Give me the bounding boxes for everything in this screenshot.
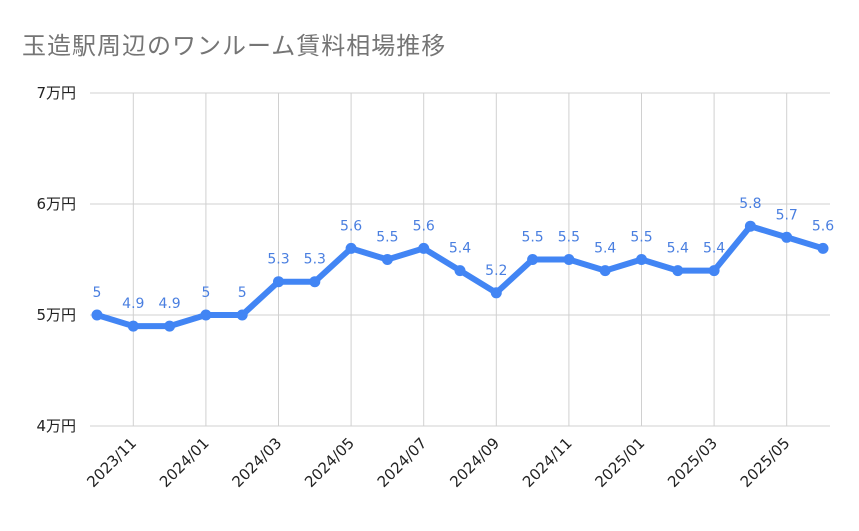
x-tick-label: 2025/01 [592,434,649,491]
data-label: 5.8 [739,196,761,212]
y-tick-label: 7万円 [36,84,76,102]
x-tick-label: 2024/11 [519,434,576,491]
data-point [91,309,103,321]
data-point [563,254,575,265]
series-layer [91,220,829,332]
data-label: 5.4 [703,241,725,257]
x-tick-label: 2024/03 [229,434,286,491]
data-point [744,220,756,232]
data-point [309,276,321,288]
data-label: 5.5 [521,230,543,246]
data-label: 5.6 [812,218,834,234]
x-tick-label: 2024/09 [446,434,503,491]
data-point [127,320,139,332]
x-tick-label: 2024/07 [374,434,431,491]
data-label: 5 [238,285,247,301]
x-tick-label: 2024/01 [156,434,213,491]
x-tick-label: 2025/03 [664,434,721,491]
chart-title: 玉造駅周辺のワンルーム賃料相場推移 [22,32,447,60]
data-label: 4.9 [122,296,144,312]
gridlines [90,92,830,427]
data-label: 5.2 [485,263,507,279]
data-label: 5.3 [304,252,326,268]
data-label: 5.5 [558,230,580,246]
x-axis-ticks: 2023/11 2024/01 2024/03 2024/05 2024/07 2024/… [83,434,793,491]
y-tick-label: 4万円 [36,417,76,435]
data-point [636,254,647,265]
x-tick-label: 2025/05 [737,434,794,491]
data-label: 4.9 [158,296,180,312]
data-label: 5.4 [594,241,616,257]
y-tick-label: 5万円 [36,306,76,324]
data-point [273,276,284,288]
data-point [381,254,393,265]
data-point [418,242,430,254]
y-tick-label: 6万円 [36,195,76,213]
data-label: 5.6 [413,218,435,234]
data-point [345,242,357,254]
data-label: 5.6 [340,218,362,234]
data-point [817,242,829,254]
data-point [781,231,793,243]
data-label: 5 [201,285,210,301]
data-label: 5.4 [449,241,471,257]
data-point [599,265,611,277]
data-point [164,320,176,332]
data-point [200,309,212,321]
data-label: 5.3 [267,252,289,268]
data-point [527,254,539,265]
y-axis-ticks: 7万円 6万円 5万円 4万円 [36,84,76,435]
data-label: 5.4 [667,241,689,257]
data-point [454,265,466,277]
data-label: 5.5 [630,230,652,246]
data-point [672,265,684,277]
data-labels: 5 4.9 4.9 5 5 5.3 5.3 5.6 5.5 5.6 5.4 5.2 5.5 5.5 5.4 5… [93,196,835,312]
data-label: 5 [93,285,102,301]
data-point [236,309,248,321]
data-point [490,287,502,299]
x-tick-label: 2023/11 [83,434,140,491]
x-tick-label: 2024/05 [301,434,358,491]
data-label: 5.7 [776,207,798,223]
data-point [708,265,720,277]
data-label: 5.5 [376,230,398,246]
